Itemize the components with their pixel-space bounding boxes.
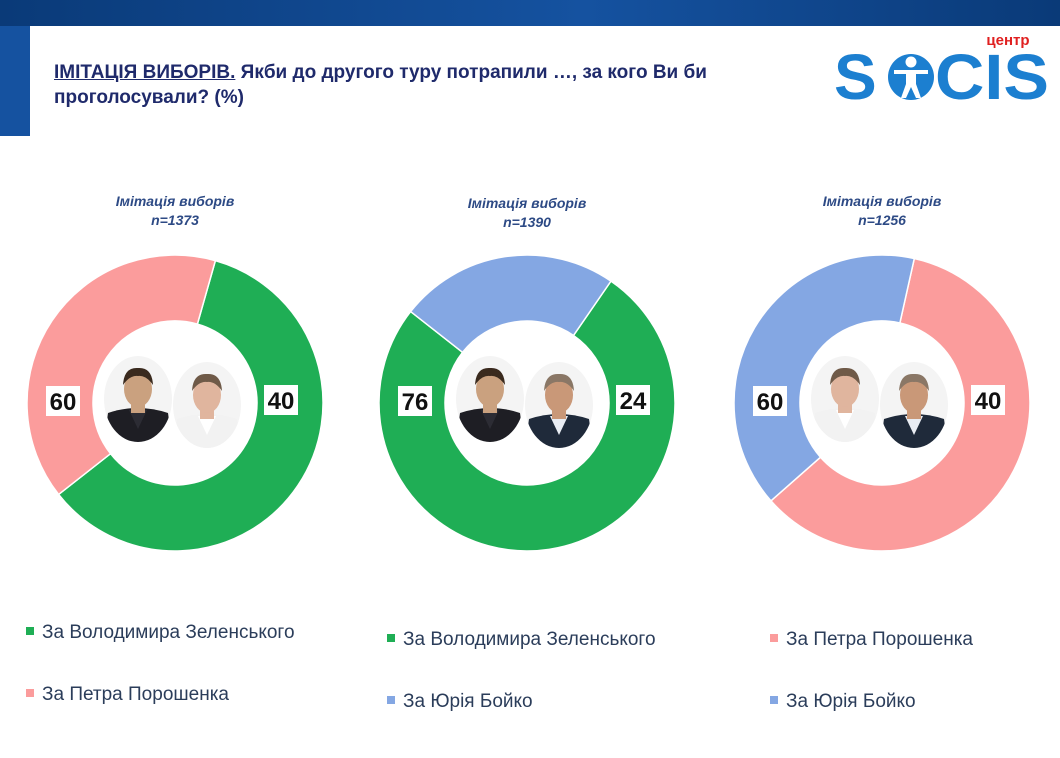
- legend-label: За Володимира Зеленського: [42, 622, 295, 643]
- legend-item: За Юрія Бойко: [387, 691, 533, 713]
- legend-label: За Володимира Зеленського: [403, 629, 656, 650]
- header-accent: [0, 26, 30, 136]
- svg-text:60: 60: [757, 389, 784, 416]
- svg-text:24: 24: [620, 388, 647, 415]
- legend-item: За Володимира Зеленського: [26, 622, 295, 644]
- legend-item: За Петра Порошенка: [26, 684, 229, 706]
- legend-label: За Юрія Бойко: [786, 691, 916, 712]
- legend-item: За Володимира Зеленського: [387, 629, 656, 651]
- legend-swatch: [26, 688, 34, 697]
- legend-swatch: [770, 633, 778, 642]
- legend-item: За Петра Порошенка: [770, 629, 973, 651]
- svg-text:76: 76: [402, 389, 429, 416]
- slice-value-label: 40: [971, 385, 1005, 415]
- chart-caption: Імітація виборів n=1373: [0, 192, 350, 230]
- legend-swatch: [387, 695, 395, 704]
- poroshenko-photo-icon: [811, 356, 879, 442]
- chart-sample-size: n=1373: [151, 212, 199, 228]
- slice-value-label: 60: [46, 386, 80, 416]
- svg-text:40: 40: [975, 388, 1002, 415]
- donut-svg: 60 40: [26, 254, 324, 552]
- legend-swatch: [26, 626, 34, 635]
- poroshenko-photo-icon: [173, 362, 241, 448]
- donut-svg: 60 40: [733, 254, 1031, 552]
- chart-caption: Імітація виборів n=1390: [352, 194, 702, 232]
- donut-chart-zelensky-boyko: Імітація виборів n=1390 76 24 За Володимира …: [352, 185, 702, 725]
- svg-text:CIS: CIS: [935, 41, 1049, 108]
- svg-text:S: S: [834, 41, 877, 108]
- chart-title: Імітація виборів: [115, 193, 235, 209]
- chart-sample-size: n=1256: [858, 212, 906, 228]
- boyko-photo-icon: [880, 362, 948, 448]
- chart-caption: Імітація виборів n=1256: [707, 192, 1057, 230]
- legend-label: За Юрія Бойко: [403, 691, 533, 712]
- slice-value-label: 60: [753, 386, 787, 416]
- legend-item: За Юрія Бойко: [770, 691, 916, 713]
- svg-text:60: 60: [50, 389, 77, 416]
- donut-svg: 76 24: [378, 254, 676, 552]
- page-title: ІМІТАЦІЯ ВИБОРІВ. Якби до другого туру п…: [54, 60, 814, 110]
- zelensky-photo-icon: [456, 356, 524, 442]
- title-question: Якби до другого туру потрапили …, за ког…: [54, 62, 707, 108]
- legend-swatch: [387, 633, 395, 642]
- legend-label: За Петра Порошенка: [42, 684, 229, 705]
- slice-value-label: 40: [264, 385, 298, 415]
- zelensky-photo-icon: [104, 356, 172, 442]
- slice-value-label: 24: [616, 385, 650, 415]
- chart-title: Імітація виборів: [822, 193, 942, 209]
- title-lead: ІМІТАЦІЯ ВИБОРІВ.: [54, 62, 236, 83]
- socis-logo: центр S CIS: [832, 32, 1050, 113]
- boyko-photo-icon: [525, 362, 593, 448]
- header-bar: [0, 0, 1060, 26]
- donut-chart-poroshenko-boyko: Імітація виборів n=1256 60 40 За Петра Порош…: [707, 185, 1057, 725]
- slice-value-label: 76: [398, 386, 432, 416]
- chart-sample-size: n=1390: [503, 214, 551, 230]
- donut-chart-zelensky-poroshenko: Імітація виборів n=1373 60 40 За Володимира …: [0, 185, 350, 725]
- legend-label: За Петра Порошенка: [786, 629, 973, 650]
- logo-wordmark: S CIS: [834, 41, 1049, 113]
- svg-text:40: 40: [268, 388, 295, 415]
- chart-title: Імітація виборів: [467, 195, 587, 211]
- logo-small-text: центр: [986, 32, 1029, 49]
- legend-swatch: [770, 695, 778, 704]
